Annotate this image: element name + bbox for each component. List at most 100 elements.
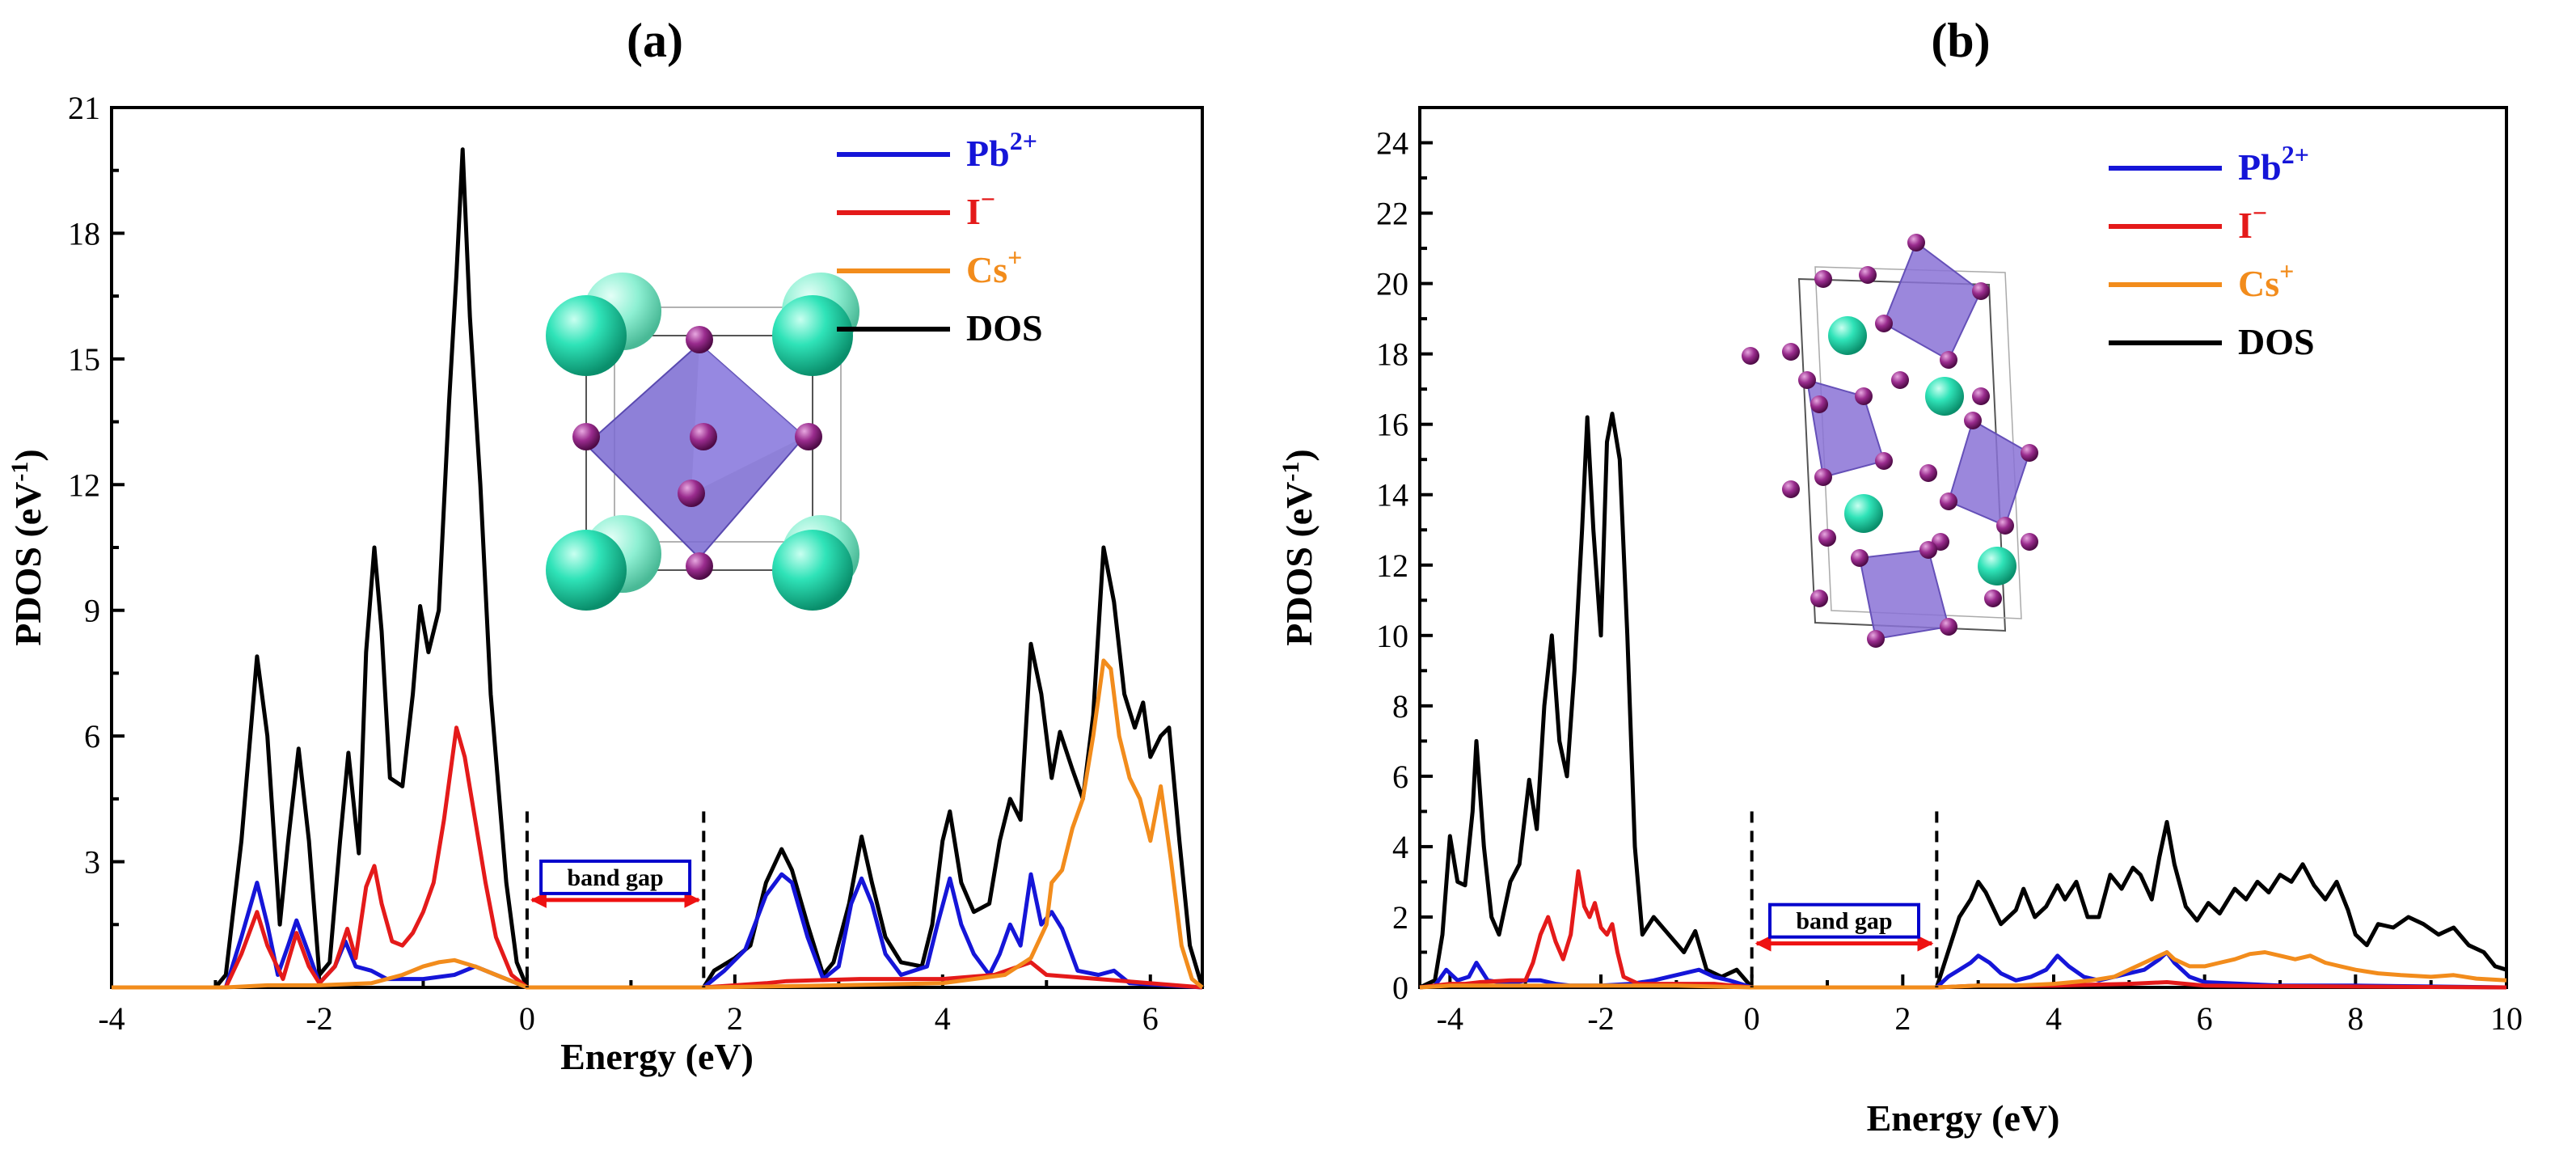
panel-a-plot-area: -4 -2 0 2 4 6 3 6 9 12 15 18 21 band gap [68, 90, 1205, 1037]
i-atom [1851, 549, 1869, 567]
panel-a-legend: Pb2+ I− Cs+ DOS [837, 126, 1043, 349]
panel-b: (b) -4 -2 0 2 4 6 8 10024681012141618202224band… [1277, 14, 2523, 1139]
legend-label: Pb2+ [966, 126, 1037, 174]
y-tick-label: 14 [1376, 477, 1408, 514]
band-gap-label: band gap [1796, 908, 1892, 935]
y-tick-label: 9 [84, 593, 100, 629]
x-tick-label: 2 [727, 1000, 743, 1037]
y-tick-label: 4 [1392, 829, 1408, 865]
i-atom [1919, 464, 1937, 482]
y-tick-label: 15 [68, 341, 100, 378]
y-tick-label: 21 [68, 90, 100, 126]
x-tick-label: -4 [98, 1000, 125, 1037]
legend-label: DOS [2238, 321, 2315, 362]
i-atom [1907, 234, 1925, 252]
cs-atom [1844, 494, 1883, 533]
i-atom [1814, 468, 1832, 486]
i-atom [686, 552, 713, 580]
i-atom [1818, 529, 1836, 547]
y-tick-label: 18 [1376, 336, 1408, 373]
i-atom [1972, 387, 1990, 405]
legend-label: DOS [966, 307, 1043, 349]
y-tick-label: 16 [1376, 407, 1408, 443]
pbi6-octahedron [1858, 548, 1950, 640]
i-atom [1814, 270, 1832, 288]
x-tick-label: 8 [2347, 1000, 2363, 1037]
x-tick-label: 0 [1744, 1000, 1760, 1037]
i-atom [1940, 492, 1957, 510]
x-tick-label: 6 [1142, 1000, 1159, 1037]
y-tick-label: 20 [1376, 266, 1408, 302]
y-tick-label: 8 [1392, 688, 1408, 725]
i-atom [1859, 266, 1877, 284]
y-tick-label: 18 [68, 215, 100, 252]
i-atom [686, 326, 713, 353]
panel-a: (a) -4 -2 0 2 4 6 3 6 9 12 15 18 21 band gap Pb2+ I− Cs… [6, 14, 1205, 1077]
cs-atom [1925, 377, 1964, 416]
i-atom [1891, 371, 1909, 389]
band-gap-label-box [1768, 902, 1920, 939]
x-tick-label: 6 [2197, 1000, 2213, 1037]
i-atom [1798, 371, 1816, 389]
cs-atom [772, 530, 853, 611]
i-atom [1742, 347, 1759, 365]
cs-atom [546, 530, 627, 611]
i-atom [1984, 590, 2002, 607]
y-tick-label: 10 [1376, 618, 1408, 654]
i-atom [1972, 282, 1990, 300]
y-tick-label: 12 [68, 467, 100, 503]
panel-a-crystal-structure-image [546, 273, 859, 611]
series-line-dos [112, 147, 1205, 990]
legend-label: I− [966, 184, 995, 232]
legend-label: Cs+ [966, 243, 1022, 290]
x-tick-label: -2 [306, 1000, 332, 1037]
series-line-pb2 [112, 872, 1203, 990]
i-atom [1940, 351, 1957, 369]
i-atom [1855, 387, 1873, 405]
x-tick-label: 2 [1894, 1000, 1911, 1037]
i-atom [1867, 630, 1885, 648]
legend-label: Pb2+ [2238, 140, 2309, 188]
i-atom [690, 423, 717, 450]
i-atom [1810, 590, 1828, 607]
i-atom [1875, 315, 1893, 332]
i-atom [2021, 444, 2038, 462]
i-atom [795, 423, 822, 450]
legend-label: I− [2238, 198, 2267, 246]
panel-b-legend: Pb2+ I− Cs+ DOS [2109, 140, 2315, 362]
series-line-i [1419, 869, 2507, 990]
i-atom [1782, 480, 1800, 498]
i-atom [1782, 343, 1800, 361]
cs-atom [546, 295, 627, 376]
y-tick-label: 3 [84, 844, 100, 881]
panel-a-label: (a) [627, 14, 683, 67]
series-line-cs [1419, 950, 2507, 990]
y-tick-label: 22 [1376, 196, 1408, 232]
x-tick-label: -2 [1587, 1000, 1614, 1037]
y-tick-label: 0 [1392, 970, 1408, 1006]
y-tick-label: 6 [1392, 759, 1408, 795]
panel-a-y-axis-title: PDOS (eV-1) [6, 449, 49, 645]
legend-label: Cs+ [2238, 256, 2294, 304]
i-atom [1996, 517, 2014, 535]
x-tick-label: 0 [519, 1000, 535, 1037]
cs-atom [772, 295, 853, 376]
i-atom [1875, 452, 1893, 470]
panel-b-crystal-structure-image [1742, 234, 2038, 648]
pbi6-octahedron [1947, 419, 2031, 527]
x-tick-label: 4 [2046, 1000, 2062, 1037]
y-tick-label: 24 [1376, 125, 1408, 162]
panel-b-y-axis-title: PDOS (eV-1) [1277, 449, 1320, 645]
series-line-i [112, 725, 1203, 990]
series-line-pb2 [1419, 950, 2507, 990]
i-atom [678, 480, 705, 507]
x-tick-label: 4 [935, 1000, 951, 1037]
i-atom [1919, 541, 1937, 559]
series-line-dos [1418, 412, 2507, 990]
cs-atom [1978, 547, 2016, 585]
cs-atom [1828, 316, 1867, 355]
i-atom [1810, 395, 1828, 413]
y-tick-label: 6 [84, 718, 100, 755]
